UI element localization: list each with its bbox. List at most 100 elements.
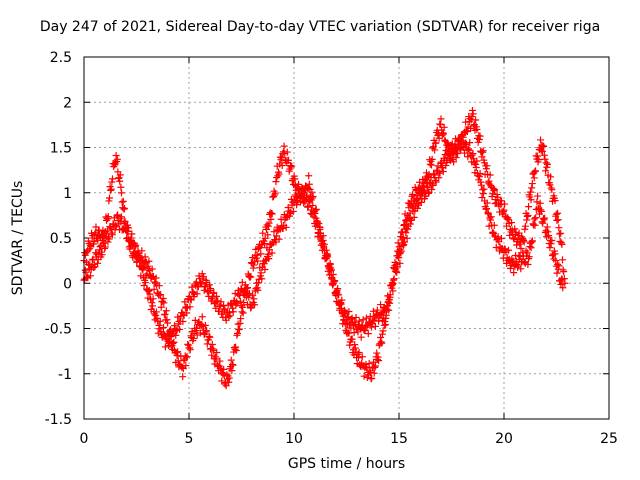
y-tick-label: -1 (58, 367, 72, 383)
data-point (559, 266, 567, 274)
data-point (217, 298, 225, 306)
data-point (366, 312, 374, 320)
data-point (371, 363, 379, 371)
data-point (483, 162, 491, 170)
data-point (453, 149, 461, 157)
data-point (489, 228, 497, 236)
data-point (98, 251, 106, 259)
data-point (472, 163, 480, 171)
data-point (375, 317, 383, 325)
data-point (491, 186, 499, 194)
data-point (428, 180, 436, 188)
data-point (547, 240, 555, 248)
data-point (213, 349, 221, 357)
data-point (541, 155, 549, 163)
data-point (201, 283, 209, 291)
data-point (306, 196, 314, 204)
data-point (323, 250, 331, 258)
data-point (473, 125, 481, 133)
data-point (463, 128, 471, 136)
data-point (386, 299, 394, 307)
data-point (257, 269, 265, 277)
y-tick-label: 1.5 (50, 141, 72, 157)
data-point (119, 204, 127, 212)
data-point (548, 236, 556, 244)
data-point (240, 299, 248, 307)
data-point (90, 264, 98, 272)
data-point (254, 286, 262, 294)
data-point (534, 192, 542, 200)
data-point (326, 261, 334, 269)
data-point (186, 346, 194, 354)
data-point (121, 217, 129, 225)
data-point (170, 322, 178, 330)
data-point (152, 274, 160, 282)
data-point (161, 310, 169, 318)
data-point (538, 147, 546, 155)
data-point (207, 285, 215, 293)
data-point (379, 327, 387, 335)
data-point (352, 313, 360, 321)
data-point (436, 169, 444, 177)
data-point (490, 221, 498, 229)
data-point (179, 317, 187, 325)
data-point (135, 249, 143, 257)
data-point (501, 245, 509, 253)
data-point (107, 185, 115, 193)
data-point (193, 290, 201, 298)
data-point (104, 238, 112, 246)
data-point (178, 363, 186, 371)
data-point (399, 242, 407, 250)
data-point (555, 224, 563, 232)
data-point (193, 324, 201, 332)
data-point (520, 236, 528, 244)
data-point (551, 250, 559, 258)
data-point (395, 254, 403, 262)
data-point (368, 374, 376, 382)
data-point (305, 180, 313, 188)
data-point (239, 309, 247, 317)
data-point (112, 221, 120, 229)
data-point (114, 211, 122, 219)
data-point (396, 259, 404, 267)
data-point (526, 188, 534, 196)
data-point (275, 235, 283, 243)
data-point (236, 297, 244, 305)
data-point (424, 189, 432, 197)
data-point (542, 167, 550, 175)
data-point (272, 178, 280, 186)
data-point (157, 291, 165, 299)
data-point (229, 308, 237, 316)
data-point (163, 316, 171, 324)
data-point (373, 349, 381, 357)
data-point (541, 214, 549, 222)
data-point (559, 284, 567, 292)
x-tick-label: 15 (390, 431, 408, 447)
data-point (152, 308, 160, 316)
data-point (558, 275, 566, 283)
data-point (469, 150, 477, 158)
data-point (160, 299, 168, 307)
data-point (92, 223, 100, 231)
data-point (202, 328, 210, 336)
data-point (475, 136, 483, 144)
data-point (537, 136, 545, 144)
data-point (537, 206, 545, 214)
data-point (252, 254, 260, 262)
data-point (288, 162, 296, 170)
data-point (558, 240, 566, 248)
data-point (227, 300, 235, 308)
data-point (86, 241, 94, 249)
data-point (101, 244, 109, 252)
data-point (296, 198, 304, 206)
data-point (403, 234, 411, 242)
data-point (306, 197, 314, 205)
data-point (245, 293, 253, 301)
data-point (242, 281, 250, 289)
data-point (315, 233, 323, 241)
data-point (490, 187, 498, 195)
data-point (378, 330, 386, 338)
data-point (355, 348, 363, 356)
data-point (247, 273, 255, 281)
plot-frame (83, 56, 610, 420)
